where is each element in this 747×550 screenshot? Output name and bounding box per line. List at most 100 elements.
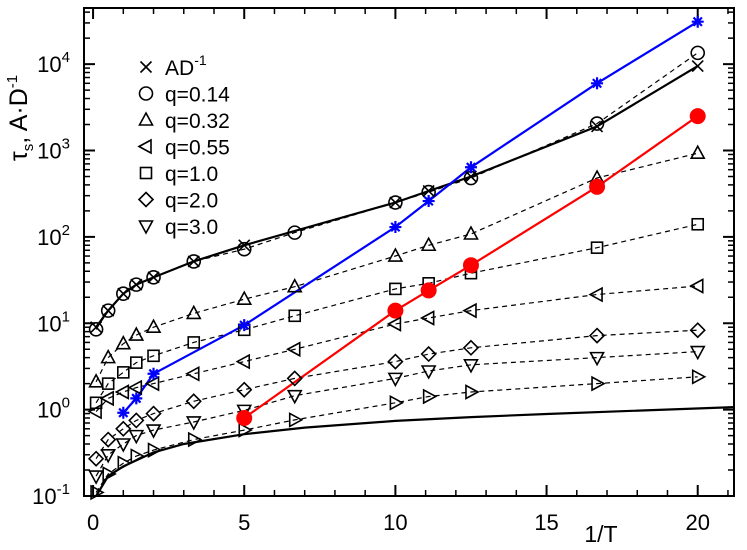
data-point — [236, 381, 253, 398]
data-point — [689, 345, 706, 361]
data-point — [101, 377, 115, 390]
data-point — [386, 316, 402, 332]
data-point — [185, 365, 200, 382]
series-line — [243, 115, 699, 419]
legend-item: q=0.55 — [137, 137, 230, 160]
data-point — [127, 379, 143, 396]
y-tick-label: 100 — [37, 395, 70, 423]
data-point — [691, 15, 704, 28]
data-point — [389, 221, 402, 234]
legend-label-text: q=0.14 — [165, 84, 230, 107]
data-point — [115, 438, 132, 453]
data-point — [130, 448, 145, 464]
data-point — [691, 217, 705, 231]
data-point — [147, 271, 160, 284]
data-point — [130, 356, 143, 369]
data-point — [588, 286, 603, 303]
data-point — [90, 484, 105, 501]
data-point — [588, 327, 606, 344]
y-tick-label-exp: 4 — [62, 49, 70, 66]
data-point — [286, 370, 303, 387]
data-point — [689, 108, 706, 125]
data-point — [238, 422, 253, 438]
y-tick-label: 104 — [37, 49, 70, 77]
data-point — [591, 77, 604, 90]
data-point — [238, 319, 251, 332]
data-point — [102, 466, 117, 482]
legend-label-text: q=0.32 — [165, 110, 230, 133]
data-point — [238, 239, 251, 252]
data-point — [589, 178, 606, 195]
data-point — [464, 161, 477, 174]
legend-marker-square — [139, 166, 153, 180]
legend-label: AD-1 — [165, 52, 207, 80]
data-point — [422, 195, 435, 208]
x-tick-label: 5 — [238, 510, 250, 535]
data-point — [117, 287, 130, 300]
data-point — [145, 424, 162, 439]
data-point — [147, 442, 163, 458]
x-tick-label: 15 — [534, 510, 558, 535]
series-line — [95, 329, 698, 460]
x-axis-label: 1/T — [584, 521, 617, 547]
legend-label-sup: -1 — [194, 52, 207, 68]
y-tick-label-base: 10 — [37, 52, 61, 77]
data-point — [389, 196, 402, 209]
y-tick-label-exp: 2 — [62, 222, 70, 239]
legend-marker-circle — [138, 86, 154, 101]
data-point — [464, 170, 478, 183]
legend-marker-x — [139, 60, 153, 74]
data-point — [420, 365, 437, 380]
y-tick-label-exp: 0 — [62, 395, 70, 412]
data-point — [187, 431, 203, 448]
data-point — [128, 326, 145, 341]
legend-label-text: q=3.0 — [165, 216, 218, 239]
data-point — [88, 373, 104, 388]
legend-label-text: q=2.0 — [165, 190, 218, 213]
legend-item: q=0.14 — [138, 84, 230, 107]
legend-item: q=3.0 — [138, 216, 218, 239]
data-point — [462, 302, 477, 319]
legend-item: AD-1 — [139, 52, 207, 80]
y-tick-label-exp: -1 — [57, 481, 70, 498]
data-point — [116, 286, 131, 301]
data-point — [286, 341, 301, 358]
data-point — [99, 390, 114, 407]
data-point — [422, 184, 435, 198]
data-point — [88, 322, 104, 337]
series-line — [95, 152, 698, 383]
data-point — [115, 420, 132, 437]
svg-text:τs, A·D-1: τs, A·D-1 — [4, 75, 37, 161]
data-point — [128, 429, 145, 445]
data-point — [419, 310, 435, 326]
data-point — [185, 393, 202, 410]
data-point — [87, 450, 105, 467]
x-tick-label: 20 — [685, 510, 709, 535]
y-tick-label: 103 — [37, 136, 70, 164]
data-point — [691, 368, 707, 385]
data-point — [145, 318, 162, 334]
legend: AD-1 q=0.14 q=0.32 q=0.55 q=1.0 q=2.0 q=3.0 — [137, 52, 230, 239]
data-point — [691, 59, 704, 73]
data-point — [388, 195, 403, 210]
legend-item: q=1.0 — [139, 163, 218, 186]
data-point — [235, 353, 251, 370]
data-point — [117, 366, 130, 379]
data-point — [114, 384, 130, 400]
data-point — [465, 384, 480, 400]
legend-item: q=0.32 — [138, 110, 230, 133]
data-point — [462, 257, 479, 274]
x-tick-label: 10 — [383, 510, 407, 535]
data-point — [591, 375, 606, 392]
data-point — [387, 247, 404, 262]
legend-label-text: q=1.0 — [165, 163, 218, 186]
legend-label: q=2.0 — [165, 190, 218, 213]
data-point — [144, 375, 160, 392]
data-point — [420, 236, 437, 252]
legend-item: q=2.0 — [137, 190, 218, 213]
y-tick-label-base: 10 — [37, 398, 61, 423]
y-axis-label-sup: -1 — [4, 75, 21, 88]
data-point — [115, 335, 132, 350]
y-tick-label: 102 — [37, 222, 70, 250]
data-point — [145, 405, 162, 422]
